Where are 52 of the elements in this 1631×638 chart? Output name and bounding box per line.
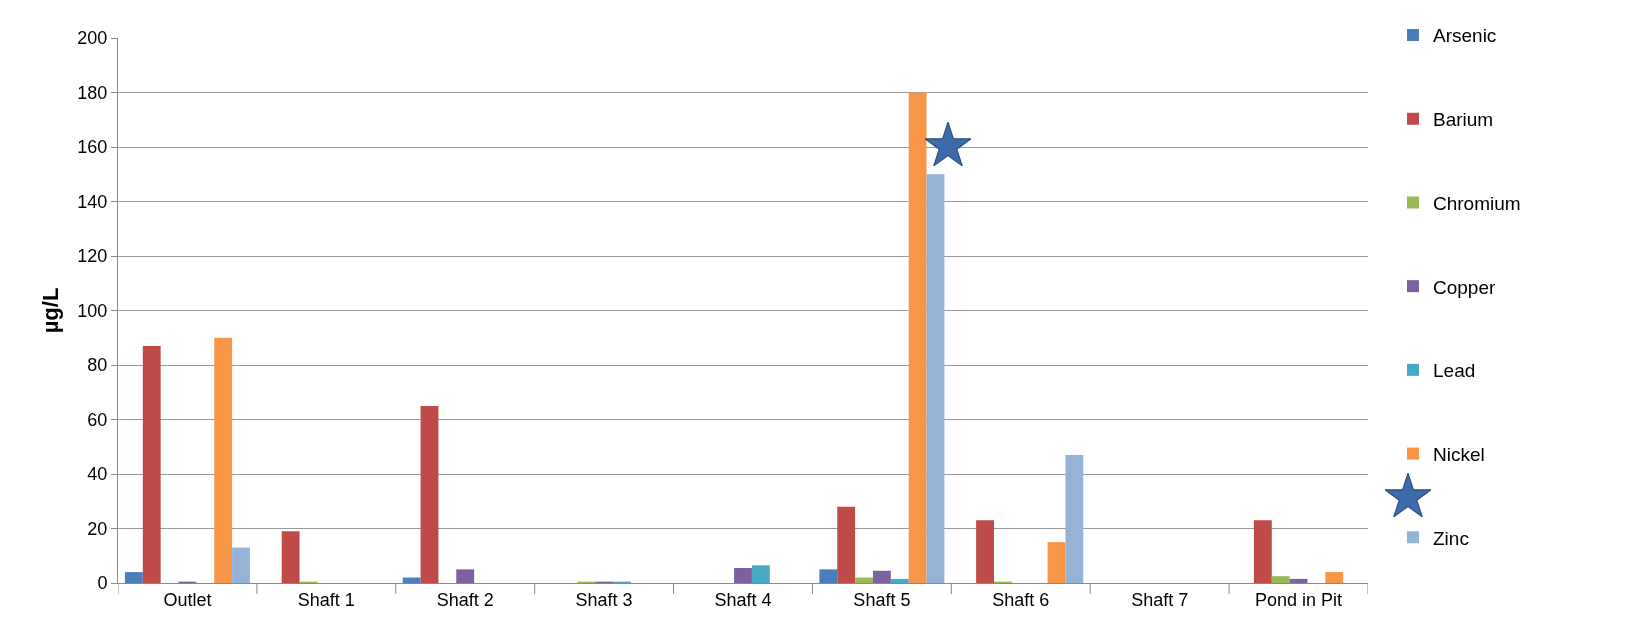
- y-tick-label: 80: [87, 355, 108, 376]
- bar: [855, 577, 873, 583]
- y-tick-label: 160: [77, 137, 108, 158]
- x-tick-label: Outlet: [163, 589, 212, 610]
- bar: [420, 405, 439, 583]
- x-tick-label: Shaft 1: [297, 589, 355, 610]
- bar: [1253, 520, 1272, 583]
- legend-label: Lead: [1433, 360, 1476, 382]
- bar: [734, 568, 752, 583]
- bar: [281, 531, 300, 583]
- bar: [402, 577, 421, 583]
- legend-label: Zinc: [1433, 527, 1469, 549]
- bar: [232, 547, 250, 583]
- y-tick-label: 0: [97, 573, 108, 594]
- y-axis-title: µg/L: [38, 287, 64, 334]
- legend-label: Barium: [1433, 109, 1494, 131]
- bar: [1065, 454, 1084, 583]
- bar: [908, 92, 927, 583]
- legend-label: Nickel: [1433, 443, 1485, 465]
- x-tick-label: Shaft 6: [992, 589, 1050, 610]
- y-tick-label: 60: [87, 409, 108, 430]
- bar: [926, 174, 945, 583]
- bar: [976, 520, 994, 583]
- bar: [124, 572, 143, 583]
- x-tick-label: Shaft 3: [575, 589, 633, 610]
- y-tick-label: 200: [77, 28, 108, 49]
- y-tick-label: 120: [77, 246, 108, 267]
- y-tick-label: 20: [87, 518, 108, 539]
- bar: [1047, 542, 1066, 583]
- bar: [456, 569, 475, 583]
- x-tick-label: Shaft 4: [714, 589, 772, 610]
- bar: [1325, 572, 1344, 583]
- x-tick-label: Shaft 2: [436, 589, 494, 610]
- y-tick-label: 140: [77, 191, 108, 212]
- x-tick-label: Shaft 5: [853, 589, 911, 610]
- bar: [837, 506, 856, 583]
- bar: [1271, 576, 1290, 583]
- bar: [142, 345, 161, 583]
- legend-label: Chromium: [1433, 192, 1521, 214]
- y-tick-label: 180: [77, 82, 108, 103]
- y-tick-label: 40: [87, 464, 108, 485]
- x-tick-label: Pond in Pit: [1255, 589, 1343, 610]
- x-tick-label: Shaft 7: [1131, 589, 1189, 610]
- bar: [819, 569, 838, 583]
- bar: [1289, 578, 1308, 583]
- y-tick-label: 100: [77, 300, 108, 321]
- bar: [872, 570, 891, 583]
- legend-label: Copper: [1433, 276, 1496, 298]
- bar: [890, 578, 909, 583]
- bar: [214, 337, 233, 583]
- bar: [751, 565, 770, 583]
- legend-label: Arsenic: [1433, 25, 1497, 47]
